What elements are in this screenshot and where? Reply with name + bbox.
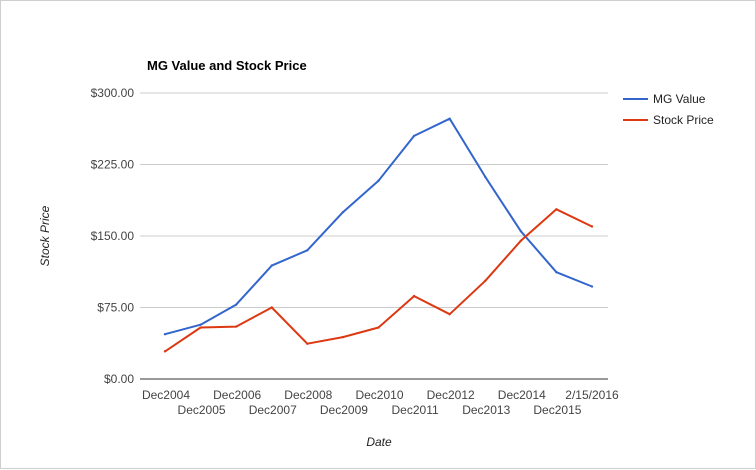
data-point — [484, 279, 487, 283]
data-point — [234, 325, 238, 328]
data-point — [270, 306, 273, 309]
data-point — [448, 312, 451, 316]
y-axis-ticks: $0.00 $75.00 $150.00 $225.00 $300.00 — [91, 86, 135, 386]
series-line — [164, 208, 593, 353]
x-tick-label: Dec2015 — [533, 403, 581, 417]
chart-title: MG Value and Stock Price — [147, 58, 307, 73]
data-point — [270, 264, 273, 267]
y-tick-label: $75.00 — [97, 301, 134, 315]
data-point — [590, 225, 594, 228]
x-tick-label: Dec2005 — [178, 403, 226, 417]
x-axis-ticks: Dec2004Dec2005Dec2006Dec2007Dec2008Dec20… — [142, 388, 619, 417]
y-tick-label: $225.00 — [91, 158, 135, 172]
legend: MG Value Stock Price — [623, 92, 714, 127]
x-tick-label: Dec2006 — [213, 388, 261, 402]
data-point — [341, 210, 345, 214]
x-axis-title: Date — [366, 435, 392, 449]
data-point — [448, 117, 451, 120]
x-tick-label: Dec2013 — [462, 403, 510, 417]
legend-label: Stock Price — [653, 113, 714, 127]
x-tick-label: Dec2009 — [320, 403, 368, 417]
data-point — [199, 323, 202, 326]
x-tick-label: Dec2008 — [284, 388, 332, 402]
data-point — [163, 350, 167, 353]
x-tick-label: Dec2010 — [355, 388, 403, 402]
data-point — [377, 179, 380, 182]
gridlines — [140, 92, 608, 380]
series-lines — [163, 117, 594, 353]
data-point — [412, 294, 416, 298]
data-point — [519, 230, 523, 233]
data-point — [234, 303, 238, 306]
x-tick-label: Dec2007 — [249, 403, 297, 417]
data-point — [163, 332, 167, 336]
x-tick-label: Dec2012 — [427, 388, 475, 402]
data-point — [199, 326, 202, 329]
data-point — [341, 335, 345, 339]
data-point — [555, 271, 558, 274]
y-axis-title: Stock Price — [38, 205, 52, 266]
series-line — [164, 117, 593, 336]
x-tick-label: 2/15/2016 — [565, 388, 619, 402]
data-point — [412, 134, 416, 138]
x-tick-label: Dec2004 — [142, 388, 190, 402]
x-tick-label: Dec2011 — [392, 403, 439, 417]
x-tick-label: Dec2014 — [498, 388, 546, 402]
y-tick-label: $300.00 — [91, 86, 135, 100]
y-tick-label: $150.00 — [91, 229, 135, 243]
data-point — [555, 208, 558, 211]
data-point — [519, 239, 523, 242]
data-point — [306, 342, 309, 345]
data-point — [484, 175, 487, 179]
y-tick-label: $0.00 — [104, 372, 134, 386]
data-point — [377, 326, 380, 329]
data-point — [590, 285, 594, 288]
data-point — [306, 249, 309, 252]
legend-label: MG Value — [653, 92, 706, 106]
